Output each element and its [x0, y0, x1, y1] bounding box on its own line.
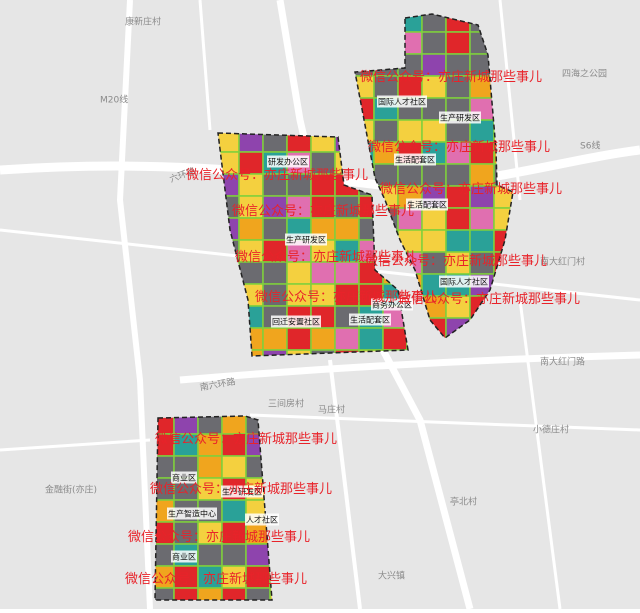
label-bg [377, 95, 427, 108]
zone-label: 生产研发区 [222, 487, 262, 497]
zone-label: 商业区 [172, 473, 196, 483]
label-bg [271, 315, 321, 328]
parcel [245, 543, 271, 567]
road-label: M20线 [100, 94, 128, 106]
road-label: 南大红门路 [540, 356, 585, 368]
place-label: 小德庄村 [533, 424, 569, 436]
parcel [286, 261, 312, 285]
label-bg [167, 507, 217, 520]
label-bg [439, 275, 489, 288]
watermarks: 微信公众号：亦庄新城那些事儿 微信公众号：亦庄新城那些事儿 微信公众号：亦庄新城… [125, 69, 580, 586]
label-bg [267, 155, 309, 168]
parcel [310, 261, 336, 285]
zone-label: 研发办公区 [268, 157, 308, 167]
place-label: 马庄村 [318, 404, 345, 416]
parcel [286, 327, 312, 351]
label-bg [221, 485, 263, 498]
place-label: 亭北村 [450, 496, 477, 508]
watermark: 微信公众号：亦庄新城那些事儿 [232, 203, 414, 218]
watermark: 微信公众号：亦庄新城那些事儿 [365, 253, 547, 268]
place-label: 大兴镇 [378, 570, 405, 582]
label-bg [245, 513, 279, 526]
label-bg [285, 233, 327, 246]
watermark: 微信公众号：亦庄新城那些事儿 [186, 167, 368, 182]
zone-label: 人才社区 [246, 515, 278, 525]
place-label: 康新庄村 [125, 16, 161, 28]
parcel [238, 217, 264, 241]
parcel [445, 229, 471, 253]
watermark: 微信公众号：亦庄新城那些事儿 [235, 249, 417, 264]
parcel [334, 217, 360, 241]
parcel [197, 543, 223, 567]
parcel [221, 455, 247, 479]
zone-label: 生活配套区 [407, 200, 447, 210]
parcel [221, 499, 247, 523]
parcel [334, 261, 360, 285]
zone-labels: 研发办公区 生产研发区 回迁安置社区 生活配套区 商务办公区 国际人才社区 生产… [167, 95, 489, 563]
parcel [445, 207, 471, 231]
label-bg [349, 313, 391, 326]
zone-label: 生活配套区 [350, 315, 390, 325]
parcel [445, 31, 471, 55]
watermark: 微信公众号：亦庄新城那些事儿 [380, 181, 562, 196]
parcel [262, 261, 288, 285]
label-bg [439, 111, 481, 124]
parcel [469, 229, 495, 253]
parcel [197, 455, 223, 479]
parcel [469, 207, 495, 231]
parcel [421, 229, 447, 253]
label-bg [406, 198, 448, 211]
zone-label: 生产研发区 [440, 113, 480, 123]
watermark: 微信公众号：亦庄新城那些事儿 [368, 139, 550, 154]
place-label: 四海之公园 [562, 68, 607, 80]
zone-label: 生活配套区 [395, 155, 435, 165]
zone-label: 商务办公区 [372, 300, 412, 310]
watermark: 微信公众号：亦庄新城那些事儿 [255, 289, 437, 304]
zone-label: 商业区 [172, 552, 196, 562]
road-label: S6线 [580, 140, 600, 152]
label-bg [394, 153, 436, 166]
zone-label: 生产智造中心 [168, 509, 216, 519]
watermark: 微信公众号：亦庄新城那些事儿 [125, 571, 307, 586]
zone-borders [154, 13, 514, 601]
parcel [262, 217, 288, 241]
parcel [310, 327, 336, 351]
parcel [262, 349, 288, 356]
watermark: 微信公众号：亦庄新城那些事儿 [155, 431, 337, 446]
zone-label: 国际人才社区 [440, 277, 488, 287]
parcel [421, 207, 447, 231]
watermark: 微信公众号：亦庄新城那些事儿 [128, 529, 310, 544]
parcel [286, 349, 312, 356]
place-label: 南大红门村 [540, 256, 585, 268]
place-label: 金融街(亦庄) [45, 484, 97, 496]
parcel [262, 327, 288, 351]
place-label: 三间房村 [268, 398, 304, 410]
label-bg [171, 471, 197, 484]
label-bg [171, 550, 197, 563]
zone-label: 生产研发区 [286, 235, 326, 245]
parcel [358, 327, 384, 351]
label-bg [371, 298, 413, 311]
place-labels: 康新庄村 四海之公园 三间房村 马庄村 小德庄村 金融街(亦庄) 大兴镇 亭北村… [45, 16, 607, 582]
parcel [334, 327, 360, 351]
parcel [421, 31, 447, 55]
parcel [382, 327, 408, 351]
watermark: 微信公众号：亦庄新城那些事儿 [150, 481, 332, 496]
zone-label: 国际人才社区 [378, 97, 426, 107]
parcel [221, 543, 247, 567]
watermark: 微信公众号：亦庄新城那些事儿 [398, 291, 580, 306]
zone-label: 回迁安置社区 [272, 317, 320, 327]
watermark: 微信公众号：亦庄新城那些事儿 [360, 69, 542, 84]
